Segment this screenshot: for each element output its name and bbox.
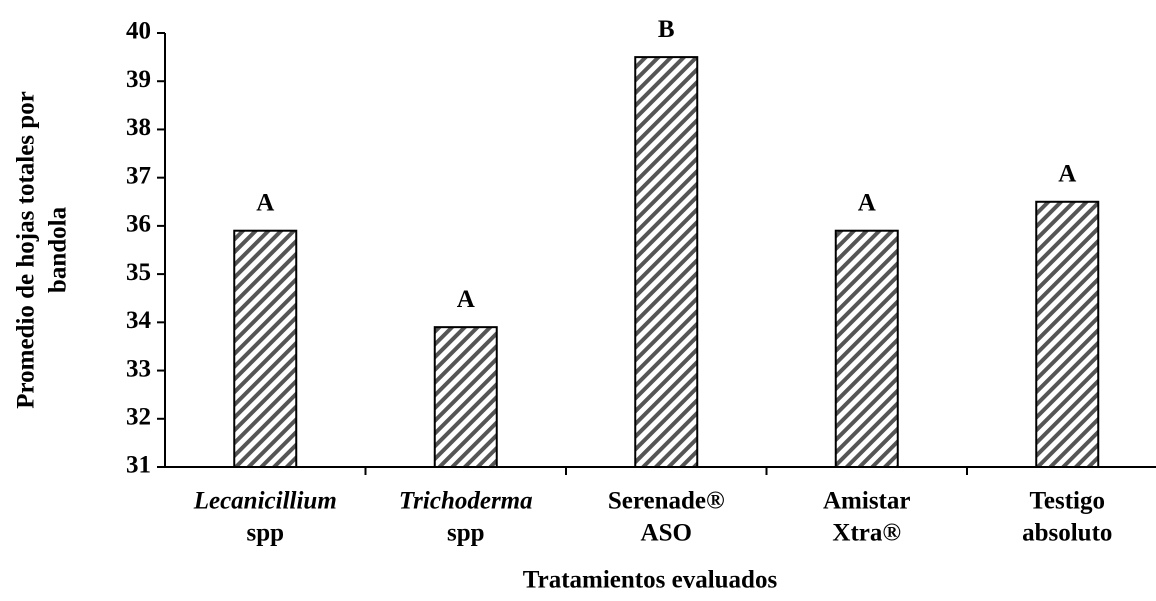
bar (433, 326, 498, 468)
bar (634, 56, 699, 468)
y-tick-label: 34 (126, 307, 152, 334)
y-tick-label: 32 (126, 404, 151, 431)
annotation: A (457, 286, 475, 313)
y-tick-label: 38 (126, 114, 151, 141)
x-tick-label: Trichoderma (399, 488, 533, 515)
y-axis-label-line: Promedio de hojas totales por (13, 91, 40, 409)
x-tick-label: spp (447, 520, 485, 547)
y-tick-label: 31 (126, 452, 151, 479)
annotation: A (1058, 161, 1076, 188)
x-tick-label: spp (246, 520, 284, 547)
annotation: A (858, 189, 876, 216)
x-tick-label: Testigo (1030, 488, 1105, 515)
x-tick-label: Amistar (823, 488, 910, 515)
annotation: B (658, 16, 675, 43)
x-tick-label: Serenade® (608, 488, 725, 515)
x-tick-label: absoluto (1022, 520, 1112, 547)
y-tick-label: 33 (126, 355, 151, 382)
x-axis-label: Tratamientos evaluados (523, 567, 778, 594)
y-tick-label: 36 (126, 211, 151, 238)
y-axis-label-line: bandola (45, 206, 72, 293)
annotation: A (256, 189, 274, 216)
y-axis-label: Promedio de hojas totales por bandola (13, 91, 72, 409)
y-tick-label: 37 (126, 162, 151, 189)
x-tick-label: Lecanicillium (193, 488, 337, 515)
x-tick-label: ASO (641, 520, 692, 547)
x-tick-label: Xtra® (832, 520, 901, 547)
y-tick-label: 39 (126, 66, 151, 93)
y-tick-label: 35 (126, 259, 151, 286)
bar (1035, 200, 1100, 468)
bar (233, 229, 298, 468)
y-tick-label: 40 (126, 18, 151, 45)
bar (834, 229, 899, 468)
